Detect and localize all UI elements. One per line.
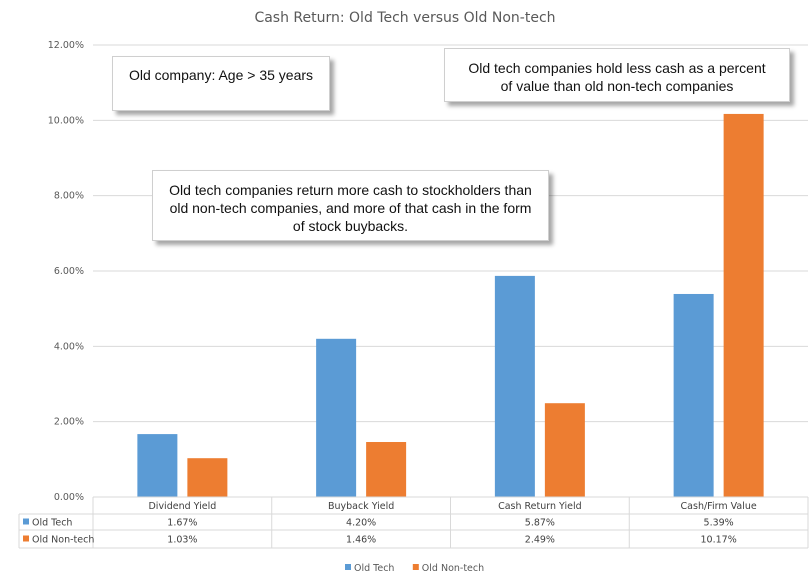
bar-old-non-tech <box>544 403 585 497</box>
bar-old-tech <box>494 275 535 497</box>
bar-old-tech <box>316 338 357 497</box>
table-legend-key <box>23 535 29 542</box>
legend-entry: Old Non-tech <box>422 563 484 574</box>
data-label: 5.39% <box>704 518 734 529</box>
data-label: 10.17% <box>701 535 737 546</box>
y-tick-label: 6.00% <box>54 266 84 277</box>
cash-note-text: Old tech companies hold less cash as a p… <box>468 60 766 94</box>
bar-old-tech <box>137 434 178 497</box>
data-label: 5.87% <box>525 518 555 529</box>
y-tick-label: 12.00% <box>48 40 84 51</box>
y-tick-label: 8.00% <box>54 191 84 202</box>
age-note-callout: Old company: Age > 35 years <box>112 56 330 111</box>
return-note-text: Old tech companies return more cash to s… <box>169 182 532 234</box>
y-tick-label: 2.00% <box>54 417 84 428</box>
legend-key <box>345 564 351 570</box>
bar-old-non-tech <box>366 442 407 497</box>
table-series-name: Old Tech <box>32 518 72 529</box>
x-tick-label: Cash/Firm Value <box>681 501 757 512</box>
legend-entry: Old Tech <box>354 563 394 574</box>
x-tick-label: Cash Return Yield <box>498 501 582 512</box>
data-label: 1.67% <box>167 518 197 529</box>
y-tick-label: 10.00% <box>48 115 84 126</box>
data-label: 1.46% <box>346 535 376 546</box>
legend-key <box>412 564 419 570</box>
table-legend-key <box>23 518 29 525</box>
data-label: 2.49% <box>525 535 555 546</box>
y-tick-label: 4.00% <box>54 341 84 352</box>
data-label: 4.20% <box>346 518 376 529</box>
y-tick-label: 0.00% <box>54 492 84 503</box>
x-tick-label: Dividend Yield <box>148 501 216 512</box>
cash-note-callout: Old tech companies hold less cash as a p… <box>444 48 790 102</box>
table-series-name: Old Non-tech <box>32 535 94 546</box>
chart-title: Cash Return: Old Tech versus Old Non-tec… <box>254 10 555 26</box>
bar-old-tech <box>673 293 714 497</box>
return-note-callout: Old tech companies return more cash to s… <box>152 170 549 241</box>
x-tick-label: Buyback Yield <box>328 501 394 512</box>
age-note-text: Old company: Age > 35 years <box>128 67 314 83</box>
bar-old-non-tech <box>187 458 228 497</box>
data-label: 1.03% <box>167 535 197 546</box>
bar-old-non-tech <box>723 113 764 498</box>
